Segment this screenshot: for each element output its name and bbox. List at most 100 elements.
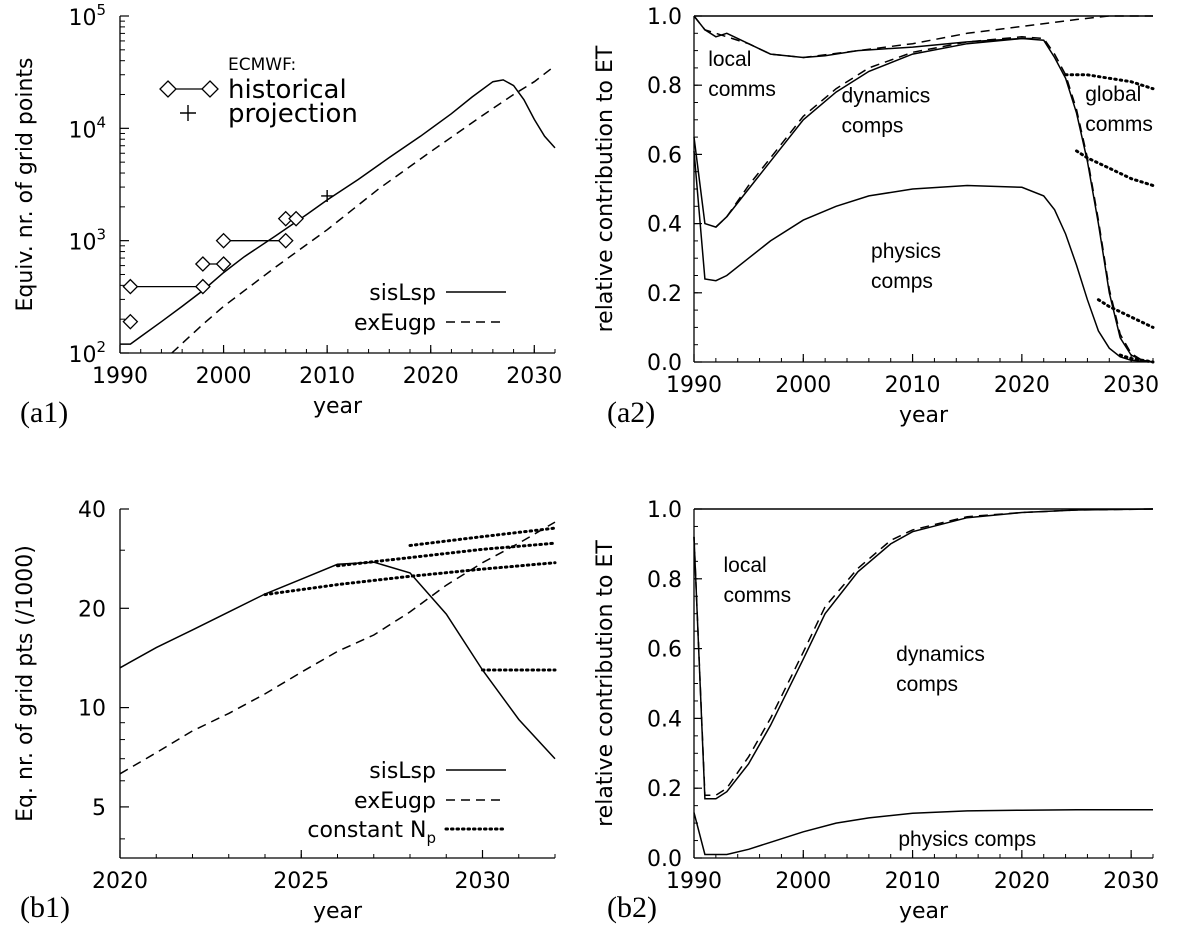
x-tick-label: 2030 <box>506 364 562 389</box>
annotation-local: local <box>708 48 751 71</box>
panel-b2: 1990 2000 2010 2020 2030 year relative contrib… <box>593 498 1159 924</box>
annotation-local: local <box>724 554 767 577</box>
y-tick-label: 0.6 <box>647 638 682 663</box>
y-tick-base: 10 <box>68 231 96 256</box>
series-3 <box>336 541 557 568</box>
series-1 <box>693 15 1153 59</box>
x-tick-label: 2020 <box>994 869 1050 894</box>
x-tick-label: 2000 <box>196 364 252 389</box>
legend-label-solid: sisLsp <box>369 759 436 784</box>
x-axis-label: year <box>313 899 363 924</box>
x-tick-label: 2010 <box>299 364 355 389</box>
series-7 <box>1075 149 1155 187</box>
x-tick-label: 2030 <box>1103 373 1159 398</box>
y-tick-label: 0.4 <box>647 707 682 732</box>
x-tick-label: 2010 <box>885 373 941 398</box>
y-tick-label: 0.8 <box>647 568 682 593</box>
x-tick-label: 2020 <box>994 373 1050 398</box>
legend-ecmwf-title: ECMWF: <box>228 55 296 75</box>
series-2 <box>693 15 1033 59</box>
legend-label-dotted: constant Np <box>307 818 436 847</box>
y-axis-label: Equiv. nr. of grid points <box>13 57 38 311</box>
y-tick-label: 105 <box>68 1 106 31</box>
x-tick-label: 2000 <box>775 869 831 894</box>
annotation-dynamics: comps <box>896 673 958 696</box>
x-tick-label: 2030 <box>1103 869 1159 894</box>
historical-marker <box>277 210 294 227</box>
historical-marker <box>194 278 211 295</box>
historical-marker <box>215 232 232 249</box>
y-tick-label: 102 <box>68 338 106 368</box>
y-tick-base: 10 <box>68 118 96 143</box>
annotation-global: comms <box>1085 113 1153 136</box>
series-2 <box>263 561 557 597</box>
y-axis-label: relative contribution to ET <box>593 540 618 827</box>
panel-label: (a2) <box>607 396 655 429</box>
series-4 <box>715 36 1154 363</box>
series-sisLsp <box>120 79 556 345</box>
y-tick-exponent: 5 <box>96 1 106 19</box>
legend-projection-label: projection <box>228 99 358 129</box>
x-tick-label: 2030 <box>455 869 511 894</box>
x-tick-label: 1990 <box>92 364 148 389</box>
historical-marker <box>122 313 139 330</box>
x-tick-label: 2025 <box>273 869 329 894</box>
x-tick-label: 2000 <box>775 373 831 398</box>
legend-subscript: p <box>426 829 436 847</box>
series-5 <box>693 150 1154 363</box>
historical-marker <box>277 232 294 249</box>
series-8 <box>1096 298 1155 329</box>
annotation-dynamics: dynamics <box>896 643 985 666</box>
annotation-local: comms <box>708 78 776 101</box>
annotation-global: global <box>1085 83 1141 106</box>
x-axis-label: year <box>899 899 949 924</box>
annotation-local: comms <box>724 584 792 607</box>
legend-label-dashed: exEugp <box>354 789 436 814</box>
x-axis-label: year <box>899 403 949 428</box>
series-2 <box>693 508 1154 796</box>
panel-label: (b1) <box>20 891 70 924</box>
series-0 <box>119 561 556 760</box>
y-tick-label: 40 <box>78 498 106 523</box>
y-tick-label: 0.2 <box>647 282 682 307</box>
y-axis-label: relative contribution to ET <box>593 45 618 332</box>
annotation-dynamics: comps <box>842 115 904 138</box>
annotation-physics: comps <box>871 270 933 293</box>
panel-a2: 1990 2000 2010 2020 2030 year relative contrib… <box>593 5 1159 429</box>
annotation-physics-comps: physics comps <box>898 828 1036 851</box>
panel-label: (a1) <box>20 396 68 429</box>
series-1 <box>119 521 556 775</box>
y-tick-label: 0.0 <box>647 351 682 376</box>
y-tick-label: 0.8 <box>647 74 682 99</box>
y-tick-label: 5 <box>92 796 106 821</box>
x-tick-label: 2010 <box>885 869 941 894</box>
legend-projection-marker <box>180 105 196 121</box>
x-tick-label: 2020 <box>92 869 148 894</box>
series-6 <box>1064 73 1155 91</box>
series-exEugp <box>171 65 556 354</box>
y-tick-label: 1.0 <box>647 5 682 30</box>
x-tick-label: 2020 <box>403 364 459 389</box>
annotation-physics: physics <box>871 240 941 263</box>
series-1 <box>693 508 1154 800</box>
y-tick-label: 0.4 <box>647 213 682 238</box>
historical-marker <box>288 210 304 227</box>
panel-a1: 1990 2000 2010 2020 2030 year Equiv. nr. of gr… <box>13 1 562 429</box>
y-axis-label: Eq. nr. of grid pts (/1000) <box>13 545 38 822</box>
projection-marker <box>321 189 334 202</box>
panel-label: (b2) <box>607 891 657 924</box>
legend-historical-marker <box>201 80 219 98</box>
legend-label-sisLsp: sisLsp <box>369 281 436 306</box>
y-tick-base: 10 <box>68 6 96 31</box>
legend-historical-marker <box>159 80 177 98</box>
y-tick-label: 0.6 <box>647 143 682 168</box>
series-3 <box>693 809 1153 856</box>
series-9 <box>1118 353 1155 364</box>
annotation-dynamics: dynamics <box>842 85 931 108</box>
historical-marker <box>215 256 232 272</box>
y-tick-base: 10 <box>68 343 96 368</box>
y-tick-exponent: 3 <box>96 226 106 244</box>
y-tick-label: 20 <box>78 597 106 622</box>
y-tick-exponent: 4 <box>96 113 106 131</box>
